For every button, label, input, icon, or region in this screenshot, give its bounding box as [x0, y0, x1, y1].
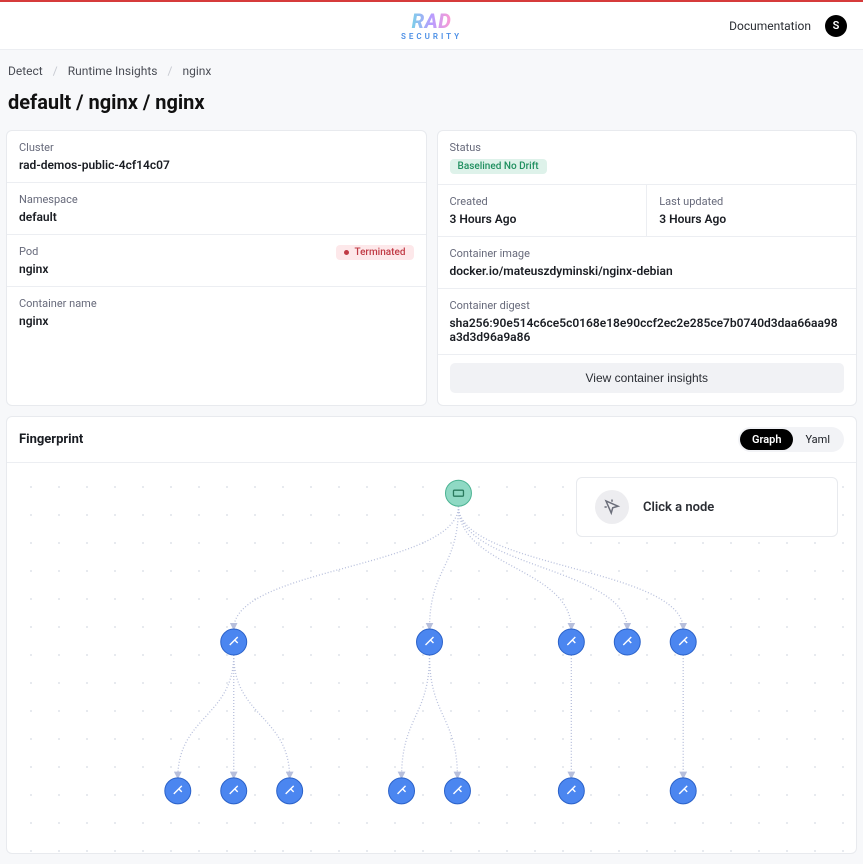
fingerprint-panel: Fingerprint Graph Yaml Click a node — [6, 416, 857, 854]
crumb-sep: / — [53, 64, 58, 78]
avatar[interactable]: S — [825, 15, 847, 37]
created-label: Created — [450, 195, 635, 208]
fingerprint-title: Fingerprint — [19, 432, 83, 447]
graph-node[interactable] — [558, 629, 584, 655]
logo[interactable]: RAD SECURITY — [401, 11, 462, 41]
logo-main: RAD — [412, 11, 452, 31]
crumb-sep: / — [168, 64, 173, 78]
graph-node[interactable] — [221, 778, 247, 804]
graph-node[interactable] — [221, 629, 247, 655]
page-title: default / nginx / nginx — [0, 82, 863, 130]
graph-canvas[interactable]: Click a node — [7, 463, 856, 853]
namespace-value: default — [19, 210, 414, 224]
toggle-yaml[interactable]: Yaml — [793, 429, 842, 450]
digest-value: sha256:90e514c6ce5c0168e18e90ccf2ec2e285… — [450, 316, 845, 344]
updated-label: Last updated — [659, 195, 844, 208]
graph-node[interactable] — [670, 629, 696, 655]
container-name-value: nginx — [19, 314, 414, 328]
namespace-label: Namespace — [19, 193, 414, 206]
hint-text: Click a node — [643, 500, 714, 515]
graph-root-node[interactable] — [445, 480, 471, 506]
view-insights-button[interactable]: View container insights — [450, 363, 845, 393]
graph-node[interactable] — [444, 778, 470, 804]
status-badge-terminated: Terminated — [336, 245, 413, 260]
graph-node[interactable] — [670, 778, 696, 804]
status-badge-baselined: Baselined No Drift — [450, 159, 547, 174]
top-nav: RAD SECURITY Documentation S — [0, 2, 863, 50]
view-toggle: Graph Yaml — [738, 427, 844, 452]
toggle-graph[interactable]: Graph — [740, 429, 794, 450]
crumb-current: nginx — [182, 64, 211, 78]
graph-node[interactable] — [389, 778, 415, 804]
cursor-icon — [595, 490, 629, 524]
breadcrumb: Detect / Runtime Insights / nginx — [0, 50, 863, 82]
graph-node[interactable] — [417, 629, 443, 655]
crumb-runtime[interactable]: Runtime Insights — [68, 64, 158, 78]
pod-label: Pod — [19, 245, 48, 258]
status-label: Status — [450, 141, 845, 154]
created-value: 3 Hours Ago — [450, 212, 635, 226]
graph-node[interactable] — [614, 629, 640, 655]
container-name-label: Container name — [19, 297, 414, 310]
image-label: Container image — [450, 247, 845, 260]
updated-value: 3 Hours Ago — [659, 212, 844, 226]
cluster-label: Cluster — [19, 141, 414, 154]
digest-label: Container digest — [450, 299, 845, 312]
right-details-card: Status Baselined No Drift Created 3 Hour… — [437, 130, 858, 406]
click-node-hint: Click a node — [576, 477, 838, 537]
graph-node[interactable] — [277, 778, 303, 804]
image-value: docker.io/mateuszdyminski/nginx-debian — [450, 264, 845, 278]
documentation-link[interactable]: Documentation — [729, 19, 811, 33]
cluster-value: rad-demos-public-4cf14c07 — [19, 158, 414, 172]
graph-node[interactable] — [165, 778, 191, 804]
logo-sub: SECURITY — [401, 33, 462, 41]
pod-value: nginx — [19, 262, 48, 276]
left-details-card: Cluster rad-demos-public-4cf14c07 Namesp… — [6, 130, 427, 406]
graph-node[interactable] — [558, 778, 584, 804]
crumb-detect[interactable]: Detect — [8, 64, 43, 78]
